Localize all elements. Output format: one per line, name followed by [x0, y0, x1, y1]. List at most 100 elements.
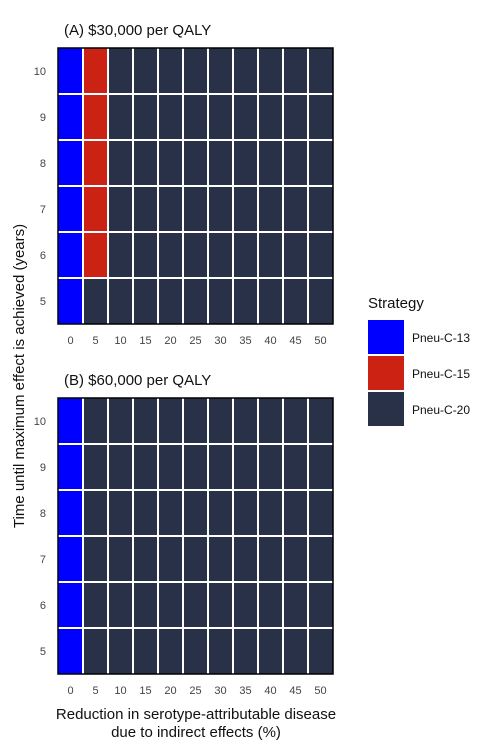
y-tick-label: 7: [40, 204, 46, 216]
heatmap-cell-25-7: [183, 536, 208, 582]
heatmap-cell-20-8: [158, 140, 183, 186]
heatmap-cell-20-9: [158, 94, 183, 140]
x-tick-label: 0: [67, 335, 73, 347]
heatmap-cell-35-9: [233, 444, 258, 490]
x-axis-title-line1: Reduction in serotype-attributable disea…: [56, 706, 336, 723]
heatmap-cell-50-8: [308, 490, 333, 536]
heatmap-cell-40-5: [258, 278, 283, 324]
heatmap-cell-35-9: [233, 94, 258, 140]
heatmap-cell-30-9: [208, 94, 233, 140]
panel-a-y-ticks: 5 6 7 8 9 10: [34, 66, 46, 308]
x-tick-label: 0: [67, 685, 73, 697]
heatmap-cell-30-10: [208, 398, 233, 444]
y-tick-label: 6: [40, 600, 46, 612]
heatmap-cell-0-7: [58, 536, 83, 582]
heatmap-cell-30-6: [208, 232, 233, 278]
y-tick-label: 10: [34, 66, 46, 78]
heatmap-cell-35-10: [233, 48, 258, 94]
heatmap-cell-30-7: [208, 536, 233, 582]
heatmap-cell-50-5: [308, 278, 333, 324]
heatmap-cell-20-7: [158, 536, 183, 582]
heatmap-cell-25-5: [183, 628, 208, 674]
heatmap-cell-10-6: [108, 582, 133, 628]
panel-b-title: (B) $60,000 per QALY: [64, 372, 211, 389]
heatmap-cell-15-8: [133, 140, 158, 186]
heatmap-cell-35-5: [233, 628, 258, 674]
heatmap-cell-45-10: [283, 398, 308, 444]
x-tick-label: 50: [314, 685, 326, 697]
heatmap-cell-10-5: [108, 278, 133, 324]
y-tick-label: 5: [40, 296, 46, 308]
heatmap-cell-35-7: [233, 186, 258, 232]
panel-b-y-ticks: 5 6 7 8 9 10: [34, 416, 46, 658]
heatmap-cell-25-9: [183, 444, 208, 490]
heatmap-cell-40-10: [258, 48, 283, 94]
heatmap-cell-40-6: [258, 232, 283, 278]
heatmap-cell-25-7: [183, 186, 208, 232]
heatmap-cell-20-6: [158, 582, 183, 628]
heatmap-cell-40-6: [258, 582, 283, 628]
heatmap-cell-25-10: [183, 48, 208, 94]
x-tick-label: 20: [164, 685, 176, 697]
heatmap-cell-5-9: [83, 444, 108, 490]
heatmap-cell-5-10: [83, 48, 108, 94]
heatmap-cell-40-7: [258, 536, 283, 582]
x-tick-label: 10: [114, 335, 126, 347]
heatmap-cell-50-10: [308, 48, 333, 94]
x-tick-label: 25: [189, 685, 201, 697]
heatmap-cell-20-5: [158, 278, 183, 324]
legend-swatch-pneu-c-20: [368, 392, 404, 426]
y-tick-label: 6: [40, 250, 46, 262]
x-tick-label: 40: [264, 335, 276, 347]
heatmap-cell-20-9: [158, 444, 183, 490]
heatmap-cell-50-7: [308, 536, 333, 582]
legend: Strategy Pneu-C-13 Pneu-C-15 Pneu-C-20: [368, 295, 470, 426]
heatmap-cell-40-5: [258, 628, 283, 674]
heatmap-cell-15-5: [133, 628, 158, 674]
x-tick-label: 5: [92, 335, 98, 347]
heatmap-cell-10-8: [108, 490, 133, 536]
heatmap-cell-30-5: [208, 628, 233, 674]
heatmap-cell-25-5: [183, 278, 208, 324]
heatmap-cell-50-6: [308, 582, 333, 628]
heatmap-cell-50-8: [308, 140, 333, 186]
heatmap-cell-25-10: [183, 398, 208, 444]
heatmap-cell-25-6: [183, 582, 208, 628]
y-tick-label: 8: [40, 508, 46, 520]
heatmap-cell-10-9: [108, 444, 133, 490]
legend-swatch-pneu-c-15: [368, 356, 404, 390]
panel-a-heatmap: [57, 47, 334, 325]
x-tick-label: 10: [114, 685, 126, 697]
legend-title: Strategy: [368, 295, 424, 312]
x-tick-label: 35: [239, 335, 251, 347]
heatmap-cell-0-9: [58, 94, 83, 140]
x-tick-label: 20: [164, 335, 176, 347]
heatmap-cell-10-7: [108, 186, 133, 232]
heatmap-cell-5-8: [83, 140, 108, 186]
heatmap-cell-10-6: [108, 232, 133, 278]
y-tick-label: 8: [40, 158, 46, 170]
heatmap-cell-50-9: [308, 444, 333, 490]
heatmap-cell-10-7: [108, 536, 133, 582]
heatmap-cell-40-9: [258, 94, 283, 140]
heatmap-cell-15-8: [133, 490, 158, 536]
legend-swatch-pneu-c-13: [368, 320, 404, 354]
heatmap-cell-45-9: [283, 444, 308, 490]
legend-label-pneu-c-20: Pneu-C-20: [412, 403, 470, 417]
heatmap-cell-30-7: [208, 186, 233, 232]
heatmap-cell-45-10: [283, 48, 308, 94]
heatmap-cell-10-9: [108, 94, 133, 140]
y-tick-label: 7: [40, 554, 46, 566]
heatmap-cell-30-9: [208, 444, 233, 490]
heatmap-cell-15-7: [133, 186, 158, 232]
x-tick-label: 5: [92, 685, 98, 697]
x-tick-label: 35: [239, 685, 251, 697]
heatmap-cell-5-10: [83, 398, 108, 444]
panel-border: [57, 397, 334, 675]
x-tick-label: 45: [289, 335, 301, 347]
panel-b-x-ticks: 0 5 10 15 20 25 30 35 40 45 50: [67, 685, 326, 697]
heatmap-cell-0-8: [58, 140, 83, 186]
heatmap-cell-50-9: [308, 94, 333, 140]
panel-b-heatmap: [57, 397, 334, 675]
heatmap-cell-0-10: [58, 398, 83, 444]
